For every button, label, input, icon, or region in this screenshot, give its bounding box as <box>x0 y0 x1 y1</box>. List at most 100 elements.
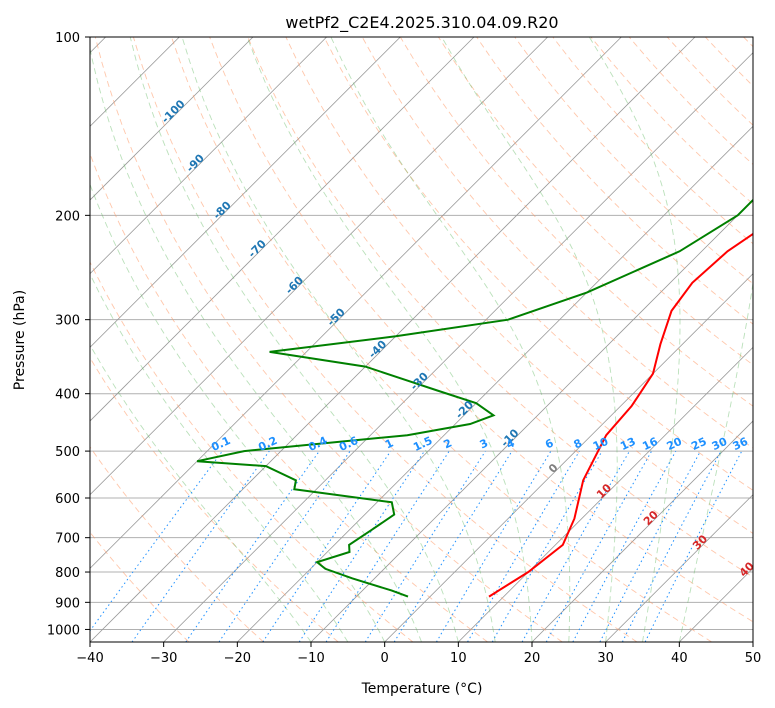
isotherm-label: 30 <box>690 532 710 552</box>
isotherm-line <box>90 37 401 348</box>
dry-adiabat <box>94 37 563 642</box>
isotherm-label: -50 <box>325 305 348 328</box>
moist-adiabat <box>246 37 533 642</box>
y-axis-label: Pressure (hPa) <box>12 290 28 390</box>
x-axis-label: Temperature (°C) <box>361 681 483 697</box>
y-tick-label: 800 <box>55 566 80 581</box>
isotherm-line <box>90 37 622 569</box>
dry-adiabat <box>90 531 190 642</box>
mixing-ratio-line <box>435 450 552 642</box>
plot-frame <box>89 36 754 643</box>
isotherm-line <box>90 37 696 642</box>
isotherm-label: -30 <box>408 370 431 393</box>
dry-adiabat <box>132 37 638 642</box>
isotherm-label: -100 <box>159 97 188 126</box>
isotherm-line <box>384 273 753 642</box>
x-tick-label: −40 <box>76 651 103 666</box>
y-tick-label: 400 <box>55 388 80 403</box>
y-tick-label: 700 <box>55 532 80 547</box>
y-tick-label: 300 <box>55 314 80 329</box>
dry-adiabat <box>285 37 753 535</box>
mixing-ratio-line <box>131 450 270 642</box>
dewpoint-profile-line <box>196 198 753 598</box>
dry-adiabat <box>743 37 753 48</box>
mixing-ratio-label: 3 <box>478 436 490 451</box>
moist-adiabat <box>441 37 618 642</box>
moist-adiabat <box>90 46 422 642</box>
mixing-ratio-label: 13 <box>618 435 637 453</box>
mixing-ratio-label: 30 <box>710 435 730 453</box>
dry-adiabat <box>247 37 753 578</box>
dry-adiabat <box>438 37 753 366</box>
dry-adiabat <box>90 356 339 642</box>
dry-adiabat <box>90 261 414 642</box>
dry-adiabat <box>476 37 753 325</box>
chart-title: wetPf2_C2E4.2025.310.04.09.R20 <box>285 13 558 33</box>
isotherm-line <box>90 37 475 422</box>
mixing-ratio-line <box>364 450 486 642</box>
mixing-ratio-label: 16 <box>640 435 660 453</box>
x-tick-label: 10 <box>450 651 467 666</box>
y-tick-label: 1000 <box>47 623 80 638</box>
isotherm-line <box>531 420 753 642</box>
moist-adiabat <box>588 37 681 642</box>
isotherm-line <box>458 346 753 642</box>
mixing-ratio-line <box>572 450 677 642</box>
mixing-ratio-line <box>393 450 513 642</box>
plot-lines <box>90 37 753 642</box>
y-tick-label: 500 <box>55 445 80 460</box>
mixing-ratio-line <box>90 450 223 632</box>
x-tick-label: 0 <box>381 651 389 666</box>
isotherm-line <box>605 494 753 642</box>
isotherm-line <box>163 52 753 642</box>
plot-area: -100-90-80-70-60-50-40-30-20-10010203040… <box>47 31 761 666</box>
isotherm-label: -60 <box>283 273 306 296</box>
x-tick-label: −20 <box>224 651 251 666</box>
y-tick-label: 600 <box>55 492 80 507</box>
mixing-ratio-line <box>185 450 320 642</box>
x-tick-label: −30 <box>150 651 177 666</box>
dry-adiabat <box>590 37 753 205</box>
mixing-ratio-line <box>521 450 630 642</box>
dry-adiabat <box>666 37 753 126</box>
mixing-ratio-label: 36 <box>731 435 751 453</box>
mixing-ratio-label: 2 <box>442 436 454 451</box>
mixing-ratio-label: 6 <box>543 436 556 451</box>
isotherm-label: 40 <box>737 559 757 579</box>
dry-adiabat <box>90 152 488 642</box>
dry-adiabat <box>209 37 753 623</box>
x-tick-label: 40 <box>671 651 688 666</box>
mixing-ratio-line <box>218 450 351 642</box>
moist-adiabat <box>678 280 753 642</box>
mixing-ratio-label: 20 <box>665 435 685 453</box>
x-tick-label: 30 <box>597 651 614 666</box>
mixing-ratio-line <box>467 450 580 642</box>
isotherm-line <box>752 641 753 642</box>
isotherm-label: -70 <box>246 237 269 260</box>
dry-adiabat <box>90 446 264 642</box>
dry-adiabat <box>171 37 712 642</box>
isotherm-line <box>90 37 254 201</box>
moist-adiabat <box>90 183 386 642</box>
moist-adiabat <box>330 37 571 642</box>
mixing-ratio-line <box>262 450 392 642</box>
y-tick-label: 900 <box>55 596 80 611</box>
dry-adiabat <box>552 37 753 245</box>
moist-adiabat <box>181 37 496 642</box>
isotherm-label: -90 <box>184 151 207 174</box>
mixing-ratio-label: 10 <box>591 435 611 453</box>
mixing-ratio-line <box>325 450 450 642</box>
y-tick-label: 200 <box>55 209 80 224</box>
isotherm-label: -40 <box>366 338 389 361</box>
isotherm-line <box>679 567 753 642</box>
x-tick-label: 20 <box>524 651 541 666</box>
mixing-ratio-label: 25 <box>689 435 708 453</box>
isotherm-line <box>90 37 327 275</box>
dry-adiabat <box>514 37 753 285</box>
isotherm-label: 20 <box>641 508 661 528</box>
x-tick-label: −10 <box>297 651 324 666</box>
moist-adiabat <box>129 37 459 642</box>
dry-adiabat <box>704 37 753 87</box>
isotherm-line <box>237 125 753 642</box>
